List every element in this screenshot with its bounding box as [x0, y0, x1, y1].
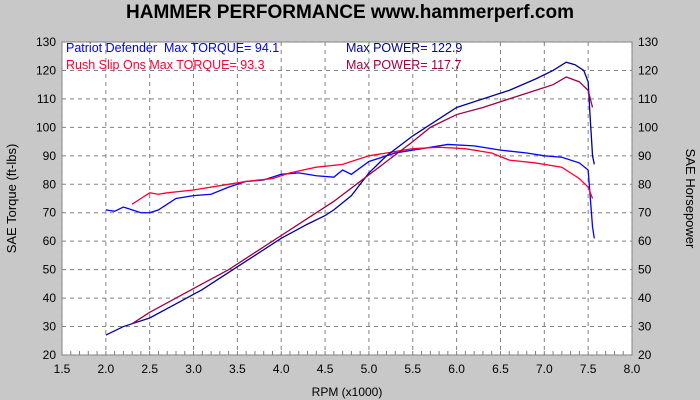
- series-power-line: [131, 76, 594, 325]
- series-power-line: [105, 61, 595, 336]
- series-torque-line: [105, 143, 595, 239]
- legend-torque: Max TORQUE= 93.3: [149, 58, 265, 72]
- y-tick-label: 110: [37, 92, 56, 106]
- x-tick-label: 7.5: [580, 362, 597, 376]
- x-tick-label: 6.0: [448, 362, 465, 376]
- x-tick-label: 3.5: [229, 362, 246, 376]
- y-tick-label: 50: [43, 263, 57, 277]
- legend-run-name: Patriot Defender: [66, 41, 158, 55]
- x-tick-label: 3.0: [185, 362, 202, 376]
- x-tick-label: 7.0: [536, 362, 553, 376]
- y-tick-label: 40: [43, 291, 57, 305]
- y-tick-label: 80: [43, 177, 57, 191]
- y2-tick-label: 60: [638, 234, 652, 248]
- y-tick-label: 30: [43, 320, 57, 334]
- x-tick-label: 1.5: [54, 362, 71, 376]
- x-tick-label: 5.5: [404, 362, 421, 376]
- chart-title: HAMMER PERFORMANCE www.hammerperf.com: [126, 2, 574, 23]
- x-tick-label: 2.0: [98, 362, 115, 376]
- y-axis-label: SAE Torque (ft-lbs): [4, 144, 19, 254]
- y-tick-label: 70: [43, 206, 57, 220]
- y2-tick-label: 30: [638, 320, 652, 334]
- y2-tick-label: 20: [638, 348, 652, 362]
- x-axis-label: RPM (x1000): [312, 385, 383, 399]
- y2-axis-label: SAE Horsepower: [683, 149, 698, 249]
- y-tick-label: 120: [36, 63, 56, 77]
- legend-torque: Max TORQUE= 94.1: [163, 41, 280, 55]
- y2-tick-label: 130: [638, 35, 658, 49]
- legend-rush-torque: Rush Slip Ons Max TORQUE= 93.3: [66, 58, 265, 72]
- y-tick-label: 60: [43, 234, 57, 248]
- y-tick-label: 90: [43, 149, 57, 163]
- x-tick-label: 5.0: [361, 362, 378, 376]
- y2-tick-label: 80: [638, 177, 652, 191]
- y2-tick-label: 100: [638, 120, 658, 134]
- y2-tick-label: 40: [638, 291, 652, 305]
- x-tick-label: 2.5: [141, 362, 158, 376]
- x-tick-label: 8.0: [624, 362, 641, 376]
- legend-rush-power: Max POWER= 117.7: [346, 58, 462, 72]
- y2-tick-label: 50: [638, 263, 652, 277]
- y2-tick-label: 110: [638, 92, 657, 106]
- y-tick-label: 130: [36, 35, 56, 49]
- series-torque-line: [131, 146, 594, 205]
- x-tick-label: 4.5: [317, 362, 334, 376]
- y2-tick-label: 120: [638, 63, 658, 77]
- legend-patriot-power: Max POWER= 122.9: [346, 41, 463, 55]
- y2-tick-label: 90: [638, 149, 652, 163]
- y2-tick-label: 70: [638, 206, 652, 220]
- x-tick-label: 6.5: [492, 362, 509, 376]
- y-tick-label: 100: [36, 120, 56, 134]
- legend-run-name: Rush Slip Ons: [66, 58, 146, 72]
- y-tick-label: 20: [43, 348, 57, 362]
- x-tick-label: 4.0: [273, 362, 290, 376]
- legend-patriot-torque: Patriot Defender Max TORQUE= 94.1: [66, 41, 279, 55]
